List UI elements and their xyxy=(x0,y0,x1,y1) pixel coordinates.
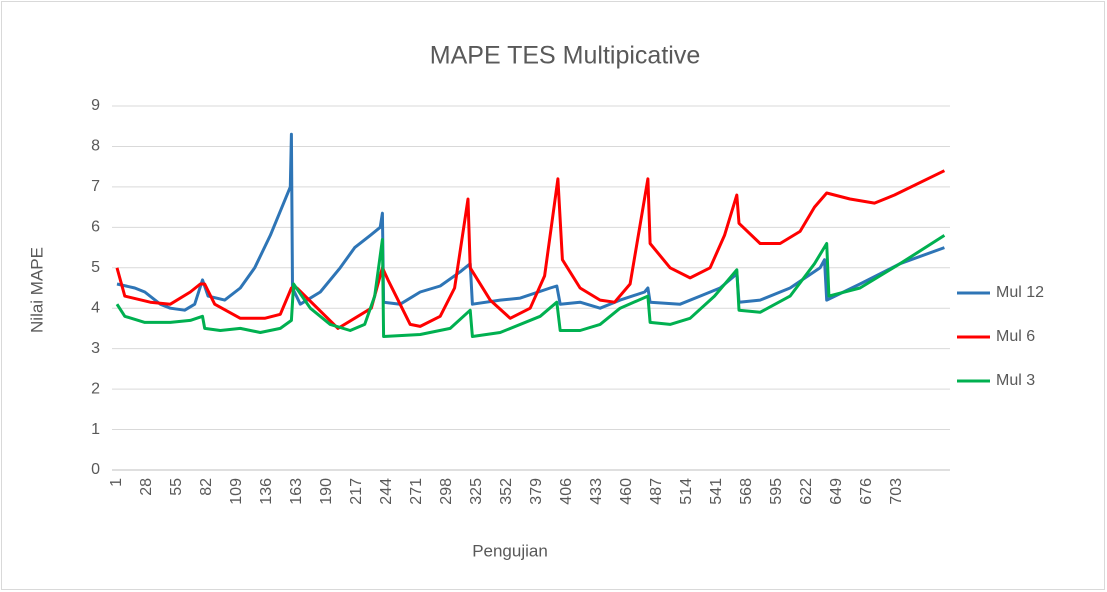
x-tick-label: 595 xyxy=(768,478,785,505)
series-line xyxy=(115,169,946,330)
y-tick-label: 5 xyxy=(91,259,100,276)
y-tick-label: 6 xyxy=(91,219,100,236)
x-tick-label: 217 xyxy=(348,478,365,505)
x-tick-label: 433 xyxy=(588,478,605,505)
x-axis-title: Pengujian xyxy=(472,541,548,560)
legend-label: Mul 12 xyxy=(996,284,1044,301)
x-tick-label: 1 xyxy=(108,478,125,487)
x-tick-label: 649 xyxy=(828,478,845,505)
x-tick-label: 379 xyxy=(528,478,545,505)
x-tick-label: 352 xyxy=(498,478,515,505)
x-tick-label: 568 xyxy=(738,478,755,505)
x-tick-label: 487 xyxy=(648,478,665,505)
x-tick-label: 82 xyxy=(198,478,215,496)
x-tick-label: 325 xyxy=(468,478,485,505)
chart-title: MAPE TES Multipicative xyxy=(430,42,700,70)
x-tick-label: 622 xyxy=(798,478,815,505)
y-tick-label: 9 xyxy=(91,97,100,114)
series-line xyxy=(115,234,946,338)
x-tick-label: 55 xyxy=(168,478,185,496)
x-tick-label: 109 xyxy=(228,478,245,505)
x-tick-label: 163 xyxy=(288,478,305,505)
legend-label: Mul 6 xyxy=(996,328,1035,345)
x-tick-label: 460 xyxy=(618,478,635,505)
y-tick-label: 8 xyxy=(91,138,100,155)
x-tick-label: 514 xyxy=(678,478,695,505)
x-tick-label: 703 xyxy=(888,478,905,505)
x-tick-label: 676 xyxy=(858,478,875,505)
x-tick-label: 244 xyxy=(378,478,395,505)
y-tick-label: 2 xyxy=(91,380,100,397)
x-tick-label: 28 xyxy=(138,478,155,496)
x-tick-label: 298 xyxy=(438,478,455,505)
y-tick-label: 0 xyxy=(91,461,100,478)
y-tick-label: 4 xyxy=(91,299,100,316)
y-axis-title: Nilai MAPE xyxy=(27,247,46,333)
x-tick-label: 271 xyxy=(408,478,425,505)
x-tick-label: 541 xyxy=(708,478,725,505)
x-tick-label: 406 xyxy=(558,478,575,505)
y-tick-label: 1 xyxy=(91,421,100,438)
legend-label: Mul 3 xyxy=(996,372,1035,389)
x-tick-label: 136 xyxy=(258,478,275,505)
x-tick-label: 190 xyxy=(318,478,335,505)
y-tick-label: 7 xyxy=(91,178,100,195)
y-tick-label: 3 xyxy=(91,340,100,357)
